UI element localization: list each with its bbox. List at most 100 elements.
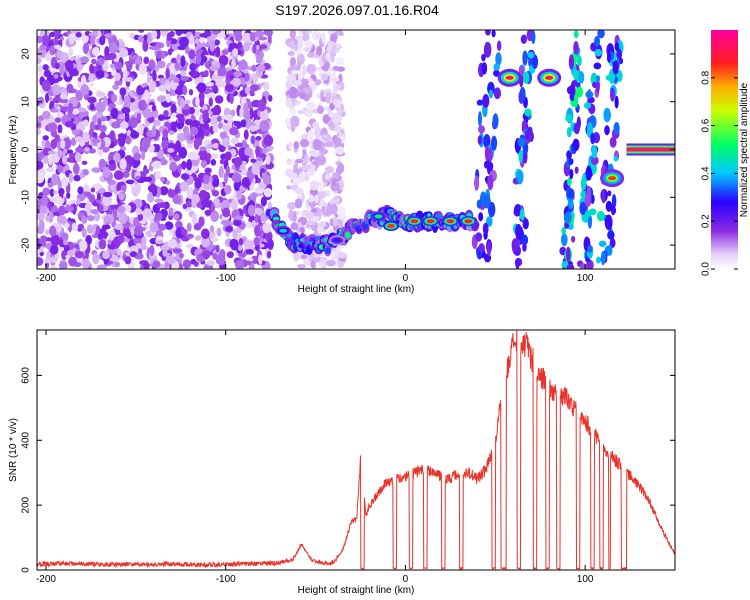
noise-blob (66, 83, 74, 94)
noise-blob (153, 119, 161, 127)
noise-blob (253, 207, 264, 216)
noise-blob (188, 151, 198, 161)
streak-blob (524, 108, 532, 117)
noise-blob (250, 135, 256, 145)
noise-blob (151, 124, 157, 137)
streak-blob (604, 214, 613, 231)
noise-blob (148, 144, 155, 153)
snr-panel: -200 -100 0 100 0 200 400 600 Height of straigh… (8, 329, 676, 596)
streak-blob (607, 190, 612, 197)
noise-blob (166, 255, 176, 265)
noise-blob (304, 153, 309, 165)
noise-blob (75, 32, 82, 38)
noise-blob (218, 165, 224, 178)
noise-blob (246, 221, 253, 229)
noise-blob (182, 259, 191, 269)
streak-blob (610, 204, 616, 216)
noise-blob (80, 84, 90, 96)
streak-blob (513, 204, 522, 217)
noise-blob (42, 187, 51, 196)
streak-blob (616, 48, 622, 61)
noise-blob (61, 176, 69, 188)
streak-blob (486, 216, 493, 227)
streak-blob (595, 75, 601, 83)
noise-blob (89, 63, 94, 74)
noise-blob (310, 208, 318, 213)
noise-blob (103, 95, 108, 108)
noise-blob (180, 70, 187, 77)
noise-blob (191, 212, 197, 225)
noise-blob (201, 235, 211, 248)
snr-ylabel: SNR (10 * v/v) (8, 418, 19, 482)
colorbar-ticks: 0.0 0.2 0.4 0.6 0.8 (701, 70, 738, 276)
noise-blob (82, 169, 89, 176)
noise-blob (174, 185, 180, 194)
noise-blob (88, 32, 97, 37)
noise-blob (54, 62, 60, 70)
noise-blob (308, 194, 314, 203)
noise-blob (200, 228, 210, 240)
noise-blob (167, 48, 173, 56)
noise-blob (290, 222, 298, 231)
noise-blob (66, 192, 71, 199)
noise-blob (39, 44, 47, 51)
snr-xlabel: Height of straight line (km) (298, 585, 415, 596)
noise-blob (203, 202, 211, 208)
track-core (324, 247, 331, 254)
noise-blob (48, 155, 53, 166)
noise-blob (70, 223, 78, 232)
noise-blob (335, 146, 345, 155)
noise-blob (297, 264, 306, 269)
noise-blob (165, 68, 170, 80)
noise-blob (141, 235, 147, 246)
noise-blob (332, 98, 337, 106)
noise-blob (206, 260, 215, 266)
noise-blob (58, 261, 68, 269)
noise-blob (290, 115, 300, 128)
noise-blob (217, 66, 227, 77)
noise-blob (37, 127, 42, 136)
noise-blob (114, 223, 124, 231)
noise-blob (337, 205, 346, 216)
noise-blob (174, 62, 181, 71)
noise-blob (217, 32, 226, 39)
noise-blob (91, 46, 100, 57)
streak-blob (566, 177, 572, 187)
noise-blob (249, 184, 255, 192)
noise-blob (244, 86, 251, 95)
streak-blob (493, 63, 500, 71)
noise-blob (234, 142, 244, 148)
noise-blob (156, 212, 163, 221)
streak-blob (609, 136, 617, 148)
streak-blob (572, 138, 580, 151)
noise-blob (47, 122, 57, 133)
noise-blob (231, 58, 236, 70)
noise-blob (286, 185, 292, 190)
noise-blob (301, 64, 307, 77)
noise-blob (41, 79, 51, 92)
streak-blob (566, 246, 571, 262)
noise-blob (64, 222, 70, 229)
noise-blob (69, 56, 74, 62)
streak-blob (475, 232, 483, 242)
noise-blob (324, 166, 335, 174)
noise-blob (113, 170, 124, 181)
noise-blob (266, 250, 272, 259)
noise-blob (212, 123, 219, 134)
noise-blob (337, 108, 343, 117)
streak-blob (605, 200, 613, 212)
noise-blob (233, 70, 243, 78)
noise-blob (214, 95, 224, 104)
noise-blob (333, 216, 338, 227)
noise-blob (53, 73, 59, 79)
y-tick-label: 200 (21, 496, 32, 513)
noise-blob (68, 256, 78, 267)
noise-blob (155, 239, 164, 245)
noise-blob (60, 139, 66, 150)
noise-blob (320, 74, 329, 81)
noise-blob (300, 78, 309, 87)
noise-blob (290, 172, 298, 180)
noise-blob (249, 125, 256, 133)
noise-blob (170, 103, 177, 115)
noise-blob (236, 42, 243, 49)
